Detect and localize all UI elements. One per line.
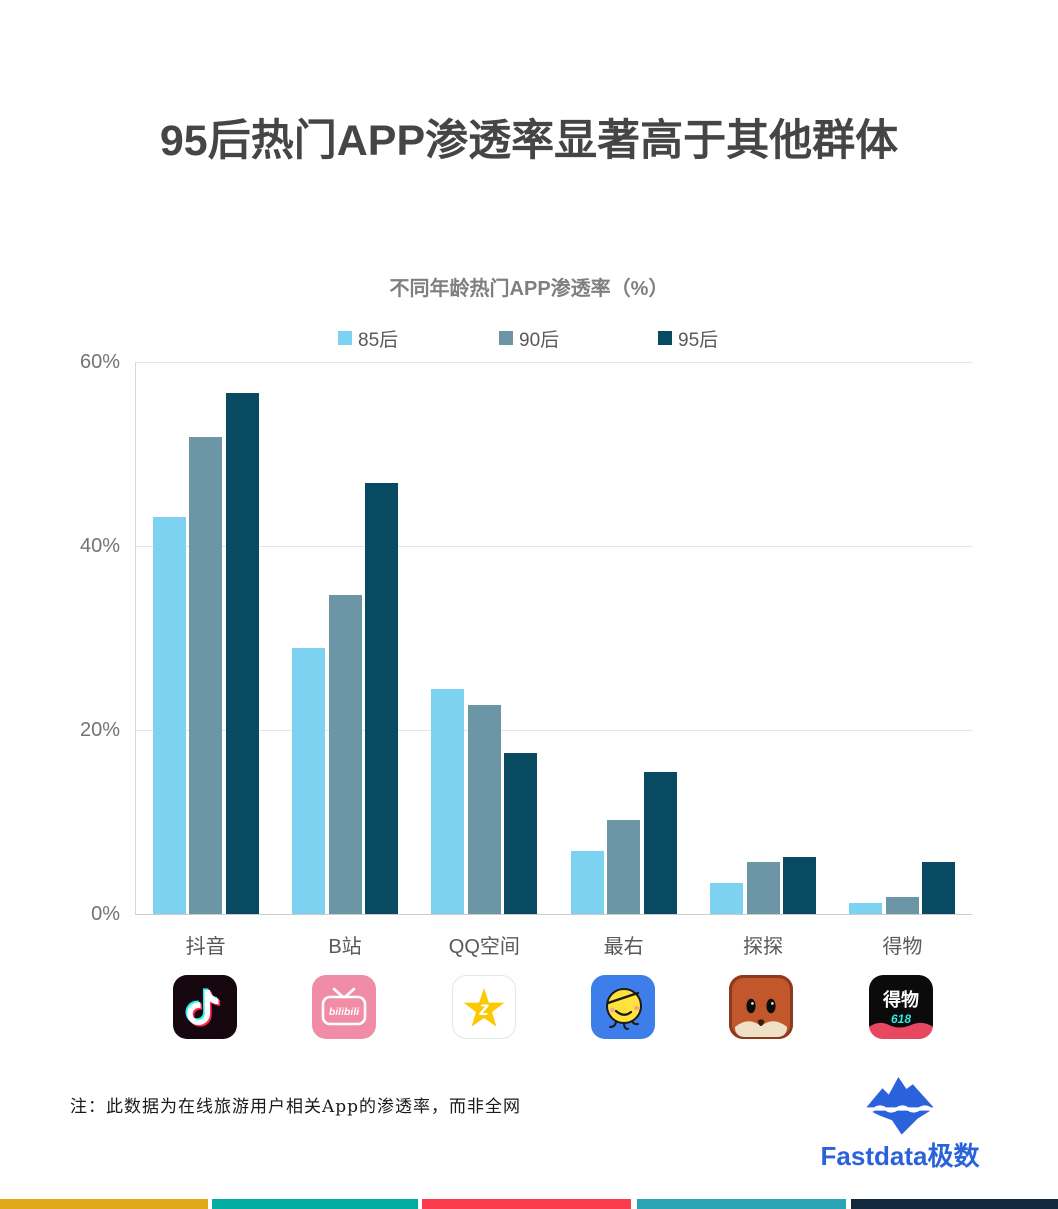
svg-text:z: z bbox=[478, 999, 489, 1020]
legend-item-85hou: 85后 bbox=[338, 329, 398, 351]
bar-95后-抖音 bbox=[225, 393, 259, 914]
legend-label-90hou: 90后 bbox=[519, 329, 560, 351]
x-axis-label-探探: 探探 bbox=[743, 936, 783, 958]
x-axis-label-得物: 得物 bbox=[882, 936, 923, 958]
footer-bar-segment-3 bbox=[422, 1199, 631, 1209]
bar-90后-抖音 bbox=[189, 437, 223, 914]
bar-90后-最右 bbox=[607, 820, 641, 914]
bar-95后-探探 bbox=[783, 856, 817, 914]
footer-bar-segment-4 bbox=[637, 1199, 846, 1209]
fastdata-iceberg-logo-icon bbox=[860, 1064, 940, 1138]
tantan-app-icon bbox=[729, 975, 793, 1039]
chart-subtitle: 不同年龄热门APP渗透率（%） bbox=[389, 278, 669, 300]
douyin-app-icon bbox=[173, 975, 237, 1039]
footnote: 注：此数据为在线旅游用户相关App的渗透率，而非全网 bbox=[70, 1097, 522, 1117]
y-axis-tick-40: 40% bbox=[79, 535, 120, 557]
bar-85后-得物 bbox=[849, 902, 883, 914]
legend-label-85hou: 85后 bbox=[358, 329, 399, 351]
x-axis-label-QQ空间: QQ空间 bbox=[448, 936, 520, 958]
bar-85后-B站 bbox=[291, 648, 325, 914]
qzone-app-icon: z bbox=[452, 975, 516, 1039]
footer-bar-segment-2 bbox=[212, 1199, 418, 1209]
gridline-60 bbox=[136, 362, 972, 363]
bar-95后-B站 bbox=[365, 482, 399, 914]
x-axis-label-抖音: 抖音 bbox=[185, 936, 226, 958]
zuiyou-app-icon bbox=[591, 975, 655, 1039]
bilibili-app-icon: bilibili bbox=[312, 975, 376, 1039]
x-axis-line bbox=[135, 914, 972, 915]
legend-swatch-90hou bbox=[499, 331, 513, 345]
bar-95后-得物 bbox=[922, 861, 956, 914]
bar-85后-QQ空间 bbox=[431, 688, 465, 914]
bar-85后-最右 bbox=[570, 851, 604, 914]
legend-swatch-85hou bbox=[338, 331, 352, 345]
dewu-icon-text: 得物 bbox=[882, 989, 919, 1010]
bar-90后-QQ空间 bbox=[467, 705, 501, 914]
legend-item-90hou: 90后 bbox=[499, 329, 559, 351]
y-axis-tick-60: 60% bbox=[79, 351, 120, 373]
bar-chart-plot-area: 抖音 B站 QQ空间 最右 探探 得物 bbox=[135, 362, 972, 958]
bar-90后-B站 bbox=[328, 594, 362, 914]
footer-bar-segment-1 bbox=[0, 1199, 208, 1209]
y-axis-tick-0: 0% bbox=[91, 903, 120, 925]
legend-label-95hou: 95后 bbox=[678, 329, 719, 351]
fastdata-logo-text: Fastdata极数 bbox=[820, 1141, 980, 1171]
gridline-40 bbox=[136, 546, 972, 547]
legend-item-95hou: 95后 bbox=[658, 329, 718, 351]
footer-bar-segment-5 bbox=[851, 1199, 1058, 1209]
page-title: 95后热门APP渗透率显著高于其他群体 bbox=[159, 117, 899, 165]
x-axis-label-最右: 最右 bbox=[603, 936, 644, 958]
bilibili-icon-text: bilibili bbox=[329, 1006, 360, 1018]
bar-90后-探探 bbox=[746, 862, 780, 914]
bar-90后-得物 bbox=[885, 896, 919, 914]
y-axis-tick-20: 20% bbox=[79, 719, 120, 741]
bar-85后-探探 bbox=[709, 882, 743, 914]
dewu-app-icon: 得物 618 bbox=[869, 975, 933, 1039]
legend-swatch-95hou bbox=[658, 331, 672, 345]
bar-85后-抖音 bbox=[152, 516, 186, 914]
dewu-icon-badge: 618 bbox=[891, 1012, 911, 1026]
bar-95后-最右 bbox=[643, 772, 677, 914]
bar-95后-QQ空间 bbox=[504, 753, 538, 914]
gridline-20 bbox=[136, 730, 972, 731]
x-axis-label-B站: B站 bbox=[328, 936, 362, 958]
